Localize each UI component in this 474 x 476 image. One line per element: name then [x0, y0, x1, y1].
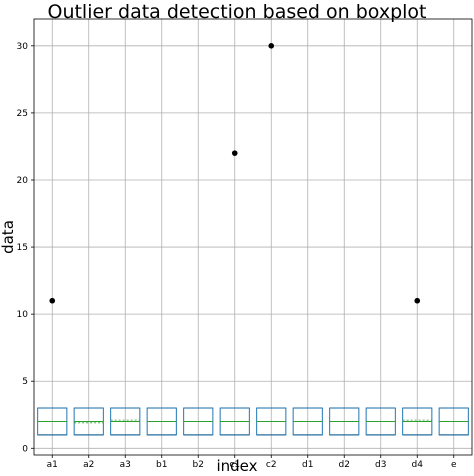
y-tick-label: 25	[17, 109, 28, 119]
box-d3	[365, 407, 396, 436]
y-tick-label: 20	[17, 176, 29, 186]
box-a3	[110, 407, 141, 436]
ticks-group: 0 5 10 15 20 25 30 a1 a2 a3 b1 b2 c1 c2 d1 d2 d3 d4 e	[17, 42, 457, 470]
box-d4	[402, 407, 433, 436]
box-d2	[329, 407, 360, 436]
box-e	[438, 407, 469, 436]
grid-lines	[34, 19, 472, 455]
x-tick-label: d1	[302, 460, 313, 470]
chart-title: Outlier data detection based on boxplot	[47, 1, 427, 23]
boxes-group	[37, 407, 469, 436]
x-axis-label: index	[216, 457, 258, 475]
x-tick-label: d3	[375, 460, 386, 470]
x-tick-label: b2	[193, 460, 204, 470]
outlier-point	[414, 297, 421, 304]
y-tick-label: 0	[22, 444, 28, 454]
x-tick-label: c1	[229, 460, 240, 470]
y-tick-label: 10	[17, 310, 29, 320]
x-tick-label: a1	[47, 460, 58, 470]
y-tick-label: 30	[17, 42, 29, 52]
box-d1	[292, 407, 323, 436]
box-c1	[219, 407, 250, 436]
box-b1	[146, 407, 177, 436]
outlier-point	[49, 297, 56, 304]
box-a1	[37, 407, 68, 436]
x-tick-label: d4	[412, 460, 424, 470]
outlier-point	[268, 43, 275, 49]
outliers-group	[49, 43, 421, 304]
x-tick-label: e	[451, 460, 457, 470]
box-c2	[256, 407, 287, 436]
x-tick-label: b1	[156, 460, 167, 470]
y-tick-label: 15	[17, 243, 28, 253]
x-tick-label: a2	[83, 460, 94, 470]
box-a2	[73, 407, 104, 436]
x-tick-label: a3	[120, 460, 131, 470]
plot-frame	[33, 18, 473, 456]
x-tick-label: d2	[339, 460, 350, 470]
box-b2	[183, 407, 214, 436]
x-tick-label: c2	[266, 460, 277, 470]
outlier-point	[231, 150, 238, 156]
y-tick-label: 5	[22, 377, 28, 387]
